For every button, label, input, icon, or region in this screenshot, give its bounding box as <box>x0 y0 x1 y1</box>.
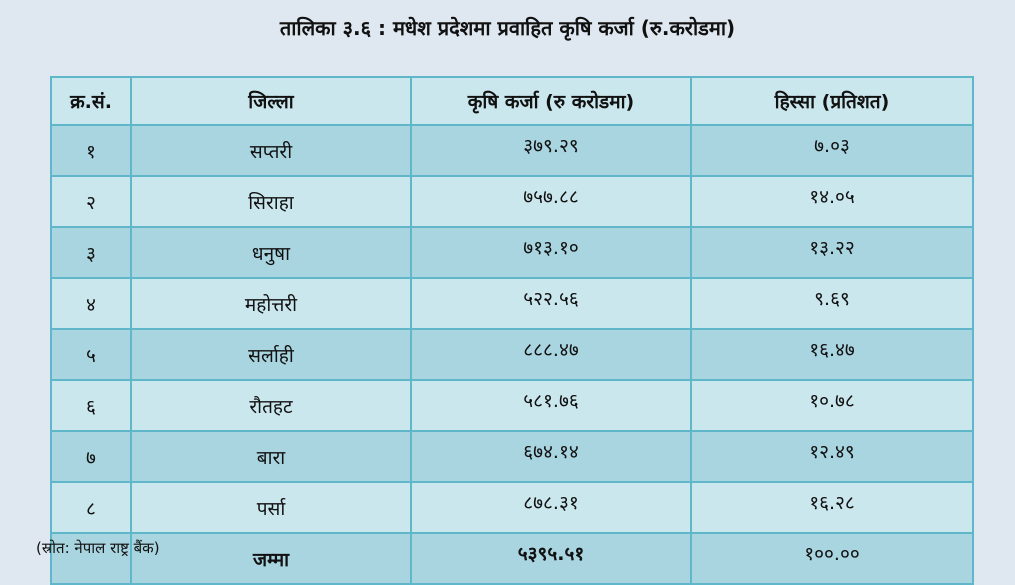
total-share: १००.०० <box>690 532 974 585</box>
cell-district: सप्तरी <box>130 124 412 177</box>
cell-share: ७.०३ <box>690 124 974 177</box>
cell-district: पर्सा <box>130 481 412 534</box>
agri-loan-table: क्र.सं. जिल्ला कृषि कर्जा (रु करोडमा) हि… <box>50 76 974 585</box>
cell-loan: ३७९.२९ <box>410 124 692 177</box>
cell-sn: ५ <box>50 328 132 381</box>
total-row: जम्मा ५३९५.५१ १००.०० <box>50 532 974 585</box>
cell-sn: ६ <box>50 379 132 432</box>
table-row: ३ धनुषा ७१३.१० १३.२२ <box>50 226 974 279</box>
cell-district: धनुषा <box>130 226 412 279</box>
cell-district: रौतहट <box>130 379 412 432</box>
cell-loan: ६७४.१४ <box>410 430 692 483</box>
source-note: (स्रोत: नेपाल राष्ट्र बैंक) <box>36 539 160 557</box>
cell-share: १२.४९ <box>690 430 974 483</box>
cell-loan: ७१३.१० <box>410 226 692 279</box>
header-loan: कृषि कर्जा (रु करोडमा) <box>410 76 692 126</box>
total-loan: ५३९५.५१ <box>410 532 692 585</box>
cell-share: १३.२२ <box>690 226 974 279</box>
cell-district: बारा <box>130 430 412 483</box>
cell-share: १६.४७ <box>690 328 974 381</box>
table-row: ७ बारा ६७४.१४ १२.४९ <box>50 430 974 483</box>
cell-share: १४.०५ <box>690 175 974 228</box>
cell-sn: ४ <box>50 277 132 330</box>
total-label: जम्मा <box>130 532 412 585</box>
cell-loan: ७५७.८८ <box>410 175 692 228</box>
cell-sn: १ <box>50 124 132 177</box>
cell-district: महोत्तरी <box>130 277 412 330</box>
header-sn: क्र.सं. <box>50 76 132 126</box>
table-title: तालिका ३.६ : मधेश प्रदेशमा प्रवाहित कृषि… <box>279 16 736 40</box>
cell-district: सर्लाही <box>130 328 412 381</box>
table-row: ६ रौतहट ५८१.७६ १०.७८ <box>50 379 974 432</box>
cell-loan: ५२२.५६ <box>410 277 692 330</box>
cell-share: ९.६९ <box>690 277 974 330</box>
table-row: २ सिराहा ७५७.८८ १४.०५ <box>50 175 974 228</box>
cell-loan: ५८१.७६ <box>410 379 692 432</box>
cell-district: सिराहा <box>130 175 412 228</box>
table-row: १ सप्तरी ३७९.२९ ७.०३ <box>50 124 974 177</box>
header-share: हिस्सा (प्रतिशत) <box>690 76 974 126</box>
cell-sn: ७ <box>50 430 132 483</box>
cell-sn: ३ <box>50 226 132 279</box>
table-row: ५ सर्लाही ८८८.४७ १६.४७ <box>50 328 974 381</box>
header-district: जिल्ला <box>130 76 412 126</box>
header-row: क्र.सं. जिल्ला कृषि कर्जा (रु करोडमा) हि… <box>50 76 974 126</box>
cell-share: १६.२८ <box>690 481 974 534</box>
cell-sn: ८ <box>50 481 132 534</box>
table-row: ४ महोत्तरी ५२२.५६ ९.६९ <box>50 277 974 330</box>
cell-loan: ८७८.३१ <box>410 481 692 534</box>
cell-sn: २ <box>50 175 132 228</box>
cell-loan: ८८८.४७ <box>410 328 692 381</box>
cell-share: १०.७८ <box>690 379 974 432</box>
table-row: ८ पर्सा ८७८.३१ १६.२८ <box>50 481 974 534</box>
